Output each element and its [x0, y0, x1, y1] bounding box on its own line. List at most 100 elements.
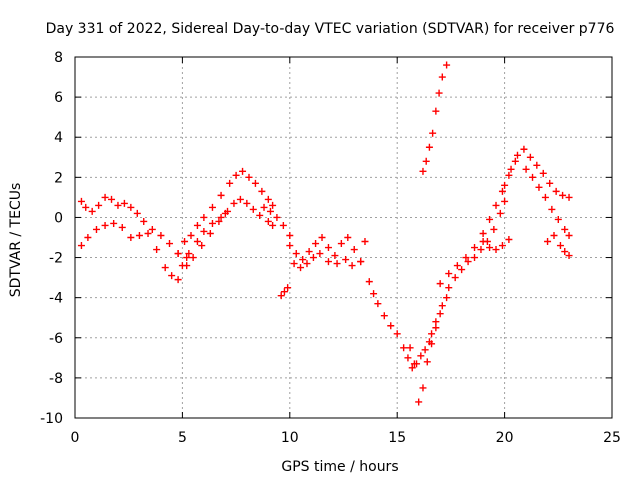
data-point: [333, 260, 341, 268]
series-arc: [365, 278, 436, 372]
data-point: [546, 179, 554, 187]
data-point: [284, 284, 292, 292]
data-point: [181, 238, 189, 246]
data-point: [258, 187, 266, 195]
data-point: [243, 199, 251, 207]
data-point: [492, 201, 500, 209]
data-point: [239, 167, 247, 175]
data-point: [264, 195, 272, 203]
data-point: [436, 310, 444, 318]
data-point: [297, 264, 305, 272]
data-point: [357, 258, 365, 266]
data-point: [232, 171, 240, 179]
x-tick-label: 5: [178, 430, 187, 446]
data-point: [471, 254, 479, 262]
data-point: [331, 252, 339, 260]
data-point: [200, 227, 208, 235]
data-point: [224, 207, 232, 215]
series-arc: [290, 250, 365, 272]
data-point: [140, 217, 148, 225]
data-point: [492, 246, 500, 254]
data-point: [135, 231, 143, 239]
data-point: [428, 330, 436, 338]
data-point: [290, 260, 298, 268]
data-point: [337, 240, 345, 248]
data-point: [520, 145, 528, 153]
data-point: [88, 207, 96, 215]
data-point: [133, 209, 141, 217]
data-point: [344, 234, 352, 241]
data-point: [419, 167, 427, 175]
data-point: [435, 89, 443, 97]
data-point: [318, 234, 326, 241]
data-point: [479, 229, 487, 237]
data-point: [187, 231, 195, 239]
data-point: [432, 318, 440, 326]
data-point: [82, 203, 90, 211]
data-point: [286, 231, 294, 239]
data-point: [174, 250, 182, 258]
data-point: [200, 213, 208, 221]
data-point: [462, 254, 470, 262]
plot-frame: [74, 56, 613, 419]
data-point: [561, 225, 569, 233]
data-point: [522, 165, 530, 173]
data-point: [264, 217, 272, 225]
series-arc: [77, 193, 191, 262]
series-arc: [544, 231, 573, 260]
data-point: [533, 161, 541, 169]
data-point: [316, 250, 324, 258]
data-point: [445, 284, 453, 292]
data-point: [198, 242, 206, 250]
data-point: [406, 344, 414, 352]
data-point: [415, 398, 423, 406]
series-arc: [260, 203, 294, 239]
data-point: [496, 209, 504, 217]
data-point: [477, 246, 485, 254]
data-point: [260, 203, 268, 211]
data-point: [404, 354, 412, 362]
data-point: [387, 322, 395, 330]
data-point: [303, 260, 311, 268]
data-point: [501, 181, 509, 189]
data-point: [365, 278, 373, 286]
data-point: [423, 358, 431, 366]
data-point: [552, 187, 560, 195]
chart-title: Day 331 of 2022, Sidereal Day-to-day VTE…: [46, 21, 615, 37]
data-point: [400, 344, 408, 352]
data-point: [486, 244, 494, 252]
data-point: [92, 225, 100, 233]
data-point: [256, 211, 264, 219]
data-point: [236, 195, 244, 203]
data-point: [324, 244, 332, 252]
data-point: [425, 143, 433, 151]
data-point: [559, 191, 567, 199]
data-point: [464, 258, 472, 266]
series-arc: [183, 195, 277, 270]
data-point: [550, 231, 558, 239]
axis-ticks: [74, 56, 613, 419]
data-point: [193, 221, 201, 229]
data-point: [451, 274, 459, 282]
series-arc: [419, 61, 451, 175]
data-point: [279, 221, 287, 229]
data-point: [370, 290, 378, 298]
data-point: [269, 221, 277, 229]
data-point: [95, 201, 103, 209]
series-arc: [501, 145, 573, 201]
y-tick-label: 4: [54, 130, 63, 146]
data-point: [421, 346, 429, 354]
data-point: [445, 270, 453, 278]
data-point: [226, 179, 234, 187]
data-point: [148, 225, 156, 233]
x-tick-label: 0: [71, 430, 80, 446]
data-point: [417, 352, 425, 360]
series-arc: [479, 236, 513, 254]
data-point: [505, 171, 513, 179]
data-point: [299, 256, 307, 264]
data-point: [471, 244, 479, 252]
series-arc: [277, 284, 292, 300]
data-point: [215, 217, 223, 225]
data-point: [273, 213, 281, 221]
y-tick-label: -6: [49, 331, 63, 347]
